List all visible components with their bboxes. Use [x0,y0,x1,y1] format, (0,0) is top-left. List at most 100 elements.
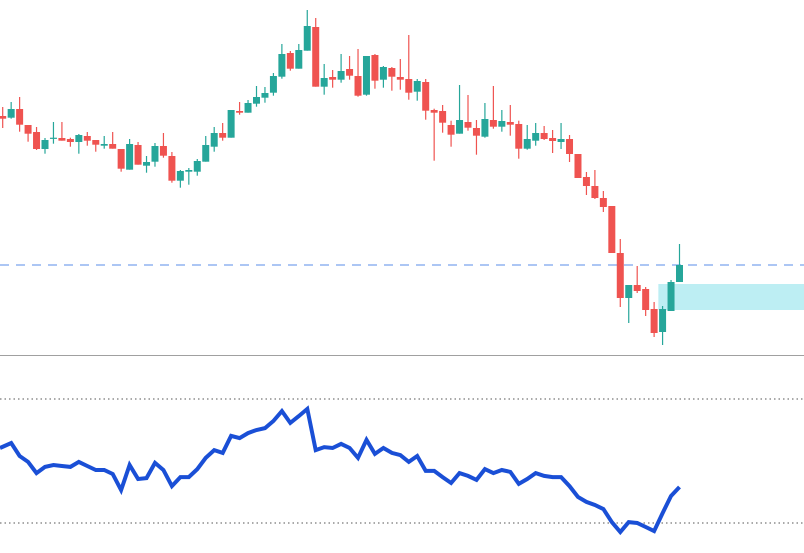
candle-body [66,139,74,142]
candle [523,125,531,150]
candle-body [126,144,134,170]
candle-body [33,132,41,149]
candle [244,100,252,113]
candle-body [168,156,176,181]
candle [193,159,201,176]
candle-body [379,67,387,80]
candle [650,302,658,337]
candle-body [202,145,210,162]
candle-body [109,144,117,149]
candle-body [506,122,514,125]
candle-body [405,79,413,93]
candle [667,280,675,311]
candle-body [642,289,650,310]
candle [312,18,320,87]
candle [109,132,117,149]
candle-body [58,138,66,141]
candle-body [616,253,624,298]
candle-body [566,139,574,154]
candle-body [303,26,311,51]
candle [185,168,193,185]
candle [430,108,438,161]
candle [100,136,108,149]
candle [49,122,57,144]
candle [354,49,362,97]
candle-body [117,149,125,169]
candle-body [337,71,345,80]
candle-body [557,139,565,142]
candle-body [278,54,286,77]
candle [159,133,167,158]
candle-body [439,111,447,123]
candle [676,244,683,282]
candle-body [185,170,193,172]
candle-body [667,282,675,311]
candle-body [456,120,464,134]
candle [168,152,176,183]
candle [574,154,582,178]
candle [506,105,514,136]
zone-box [658,284,804,310]
candle [41,138,49,154]
candle-body [549,138,557,141]
candle [456,85,464,134]
candle [66,137,74,147]
candle [143,156,151,173]
candle [582,172,590,195]
candle-body [295,50,303,69]
candle [117,149,125,172]
candle-body [633,285,641,291]
candle-body [269,76,277,93]
candle [447,120,455,147]
candle [176,170,184,188]
candle-body [430,110,438,113]
candle-body [41,140,49,149]
candle [16,97,24,132]
candle-body [515,124,523,149]
candle-body [312,27,320,87]
candle [33,127,41,150]
candle [599,191,607,212]
candle-body [236,111,244,113]
candle [346,56,354,80]
indicator-panel [0,398,804,536]
candle-body [329,77,337,80]
candle [633,266,641,293]
candle-body [489,120,497,127]
indicator-line [0,405,681,536]
candle [413,79,421,101]
candle [439,105,447,133]
candle-body [176,171,184,181]
candle [371,54,379,89]
candle-body [591,186,599,198]
candle [362,56,370,96]
candle [515,120,523,159]
candle-body [354,76,362,96]
candle-body [261,93,269,98]
candle-body [227,110,235,138]
candle-body [447,125,455,135]
candle-body [659,309,667,332]
candle-body [498,121,506,127]
candle [481,103,489,138]
candle [0,107,7,128]
candle [625,285,633,323]
candle [337,54,345,83]
candle [396,59,404,90]
candle-body [193,161,201,172]
candle-body [253,97,260,104]
candle-body [464,122,472,128]
candle [227,110,235,138]
candle-body [151,146,159,162]
candle-body [582,177,590,186]
candle-body [83,136,91,141]
candle-body [532,133,540,141]
candle [608,206,616,253]
candle-body [159,146,167,156]
candle-body [540,133,548,139]
candle [616,239,624,307]
price-panel [0,10,804,345]
candle-body [413,81,421,92]
candle-body [49,137,57,139]
candle-body [210,133,218,147]
